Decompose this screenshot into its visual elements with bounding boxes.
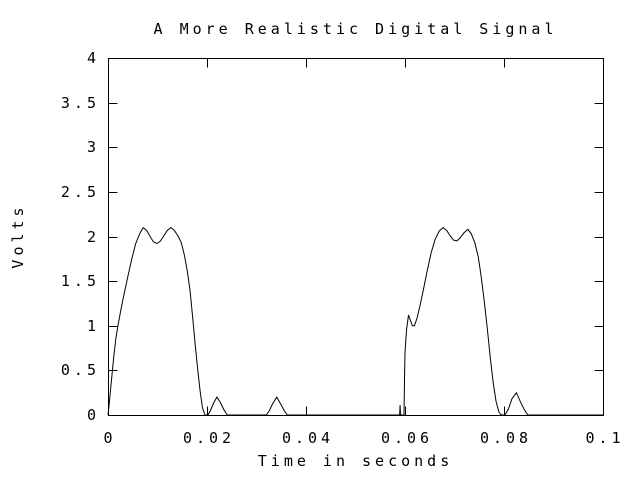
y-tick-label: 0	[86, 406, 100, 424]
x-tick-label: 0.08	[479, 429, 533, 447]
axis-ticks	[108, 58, 604, 416]
y-tick-label: 4	[86, 49, 100, 67]
y-tick-label: 1.5	[60, 272, 100, 290]
y-tick-label: 2.5	[60, 183, 100, 201]
y-tick-label: 2	[86, 228, 100, 246]
y-tick-label: 3	[86, 138, 100, 156]
y-tick-label: 1	[86, 317, 100, 335]
plot-border	[108, 58, 604, 416]
x-tick-label: 0.06	[380, 429, 434, 447]
x-tick-label: 0.1	[585, 429, 625, 447]
x-axis-label: Time in seconds	[257, 452, 454, 470]
y-tick-label: 0.5	[60, 361, 100, 379]
signal-curve	[107, 226, 603, 416]
x-tick-label: 0.04	[281, 429, 335, 447]
x-tick-label: 0	[103, 429, 117, 447]
x-tick-label: 0.02	[182, 429, 236, 447]
chart-title: A More Realistic Digital Signal	[153, 20, 558, 38]
y-tick-label: 3.5	[60, 94, 100, 112]
